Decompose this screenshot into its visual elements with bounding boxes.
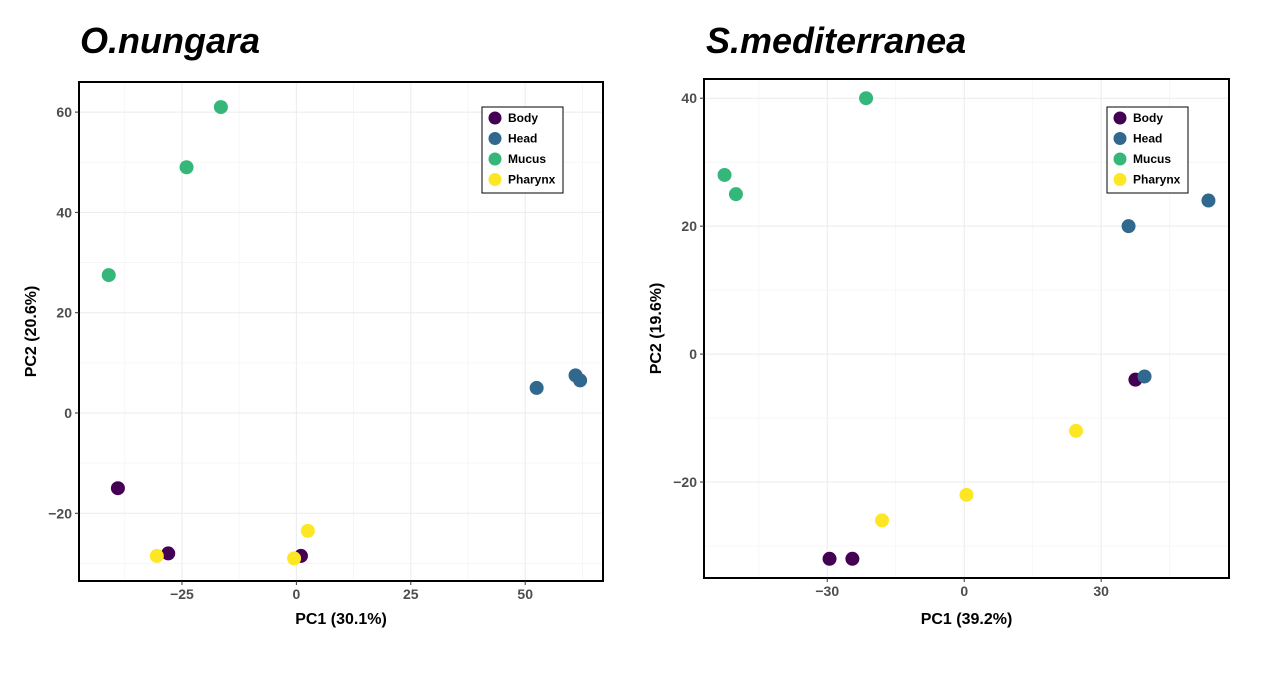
legend-label-mucus: Mucus — [508, 152, 546, 166]
data-point-pharynx — [149, 548, 164, 563]
legend: Body Head Mucus Pharynx — [1106, 106, 1189, 194]
legend-key-mucus — [488, 152, 502, 166]
data-point-body — [110, 481, 125, 496]
legend-label-body: Body — [508, 111, 538, 125]
plot-border — [703, 78, 1230, 579]
legend-label-pharynx: Pharynx — [1133, 173, 1181, 187]
y-tick-label: 40 — [56, 204, 72, 220]
right-panel-title: S.mediterranea — [706, 20, 967, 61]
data-point-mucus — [213, 100, 228, 115]
plot-border — [78, 81, 604, 582]
legend-key-head — [1113, 132, 1127, 145]
x-axis-title: PC1 (39.2%) — [921, 611, 1013, 628]
y-tick-label: −20 — [673, 474, 697, 490]
legend-label-head: Head — [1133, 132, 1162, 146]
left-panel-title: O.nungara — [80, 20, 261, 61]
y-tick-label: 0 — [689, 346, 697, 362]
legend-key-pharynx — [488, 173, 502, 186]
data-point-mucus — [179, 160, 194, 175]
x-axis-title: PC1 (30.1%) — [295, 611, 387, 628]
x-tick-label: 50 — [517, 586, 533, 602]
x-tick-label: 30 — [1093, 583, 1109, 599]
left-pca-panel: −25 0 25 50 −20 0 20 40 60 PC1 (30.1%) PC2 (20.6%)… — [23, 81, 604, 628]
legend-key-body — [488, 111, 502, 125]
data-point-pharynx — [287, 551, 302, 566]
data-point-mucus — [728, 187, 743, 202]
legend-label-head: Head — [508, 132, 537, 146]
data-point-mucus — [717, 167, 732, 182]
data-point-body — [161, 546, 176, 561]
right-pca-panel: −30 0 30 −20 0 20 40 PC1 (39.2%) PC2 (19.6%) Body… — [648, 78, 1230, 628]
data-point-head — [1121, 219, 1136, 234]
data-point-head — [1201, 193, 1216, 208]
data-point-pharynx — [1069, 423, 1084, 438]
data-point-mucus — [101, 268, 116, 283]
legend-key-body — [1113, 111, 1127, 125]
y-tick-label: 20 — [56, 305, 72, 321]
data-point-head — [573, 373, 588, 388]
x-tick-label: −25 — [170, 586, 194, 602]
y-axis-title: PC2 (20.6%) — [23, 286, 40, 378]
data-point-mucus — [859, 91, 874, 106]
legend-key-pharynx — [1113, 173, 1127, 186]
x-tick-label: 0 — [292, 586, 300, 602]
y-tick-label: −20 — [48, 505, 72, 521]
legend: Body Head Mucus Pharynx — [481, 106, 564, 194]
legend-label-body: Body — [1133, 111, 1163, 125]
legend-key-mucus — [1113, 152, 1127, 166]
y-axis-title: PC2 (19.6%) — [648, 283, 665, 375]
legend-key-head — [488, 132, 502, 145]
x-tick-label: 0 — [960, 583, 968, 599]
y-tick-label: 0 — [64, 405, 72, 421]
data-point-pharynx — [875, 513, 890, 528]
x-tick-label: −30 — [815, 583, 839, 599]
legend-label-pharynx: Pharynx — [508, 173, 556, 187]
legend-label-mucus: Mucus — [1133, 152, 1171, 166]
data-point-body — [845, 551, 860, 566]
data-point-pharynx — [300, 523, 315, 538]
data-point-body — [822, 551, 837, 566]
data-point-head — [1137, 369, 1152, 384]
data-point-pharynx — [959, 487, 974, 502]
data-point-head — [529, 380, 544, 395]
x-tick-label: 25 — [403, 586, 419, 602]
y-tick-label: 60 — [56, 104, 72, 120]
y-tick-label: 40 — [681, 90, 697, 106]
y-tick-label: 20 — [681, 218, 697, 234]
